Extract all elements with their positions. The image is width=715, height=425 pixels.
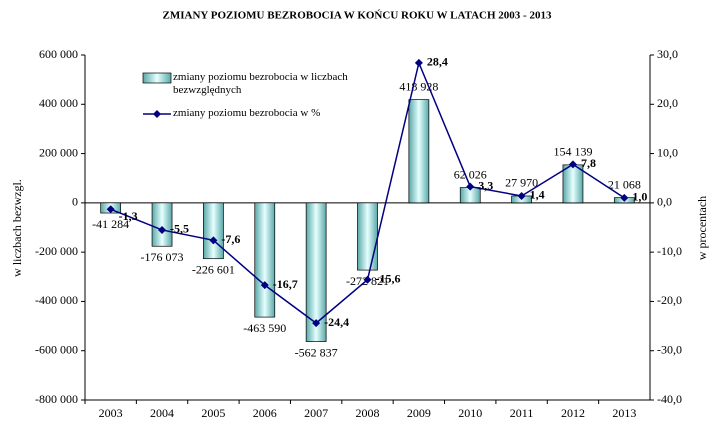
y2-tick-label: -10,0 [657, 244, 682, 258]
line-marker [517, 191, 526, 200]
y-tick-label: 600 000 [39, 47, 78, 61]
line-marker [568, 160, 577, 169]
bar [357, 202, 378, 271]
bar-value-label: 154 139 [553, 145, 592, 159]
bar-value-label: 418 928 [399, 79, 438, 93]
chart-title: ZMIANY POZIOMU BEZROBOCIA W KOŃCU ROKU W… [163, 10, 552, 22]
y-tick-label: -600 000 [35, 342, 78, 356]
y-tick-label: -800 000 [35, 392, 78, 406]
legend-entry: zmiany poziomu bezrobocia w liczbach bez… [173, 71, 348, 96]
line-marker [363, 275, 372, 284]
x-tick-label: 2005 [201, 406, 225, 420]
x-tick-label: 2010 [458, 406, 482, 420]
bar-value-label: 21 068 [608, 177, 641, 191]
bar-value-label: -176 073 [141, 250, 184, 264]
bar [408, 99, 430, 204]
y-tick-label: 0 [72, 195, 78, 209]
y-tick-label: 200 000 [39, 145, 78, 159]
line-marker [414, 58, 423, 67]
y-tick-label: 400 000 [39, 96, 78, 110]
y2-tick-label: 30,0 [657, 47, 678, 61]
bar-value-label: -463 590 [243, 321, 286, 335]
y2-tick-label: 10,0 [657, 145, 678, 159]
bar [305, 202, 327, 342]
line-marker [106, 205, 115, 214]
x-tick-label: 2012 [561, 406, 585, 420]
legend-label: zmiany poziomu bezrobocia w liczbach bez… [173, 71, 348, 96]
line-value-label: 1,4 [530, 188, 545, 202]
x-tick-label: 2007 [304, 406, 328, 420]
bar-value-label: -562 837 [295, 345, 338, 359]
x-tick-label: 2009 [407, 406, 431, 420]
x-tick-label: 2008 [356, 406, 380, 420]
line-marker [260, 281, 269, 290]
x-tick-label: 2006 [253, 406, 277, 420]
y2-tick-label: -40,0 [657, 392, 682, 406]
line-value-label: -5,5 [170, 222, 189, 236]
legend: zmiany poziomu bezrobocia w liczbach bez… [142, 71, 348, 119]
line-marker [158, 225, 167, 234]
legend-entry: zmiany poziomu bezrobocia w % [173, 107, 321, 119]
bar-value-label: -41 284 [92, 217, 129, 231]
x-tick-label: 2003 [99, 406, 123, 420]
legend-label: zmiany poziomu bezrobocia w % [173, 107, 321, 119]
bar-value-label: -226 601 [192, 262, 235, 276]
y2-tick-label: 0,0 [657, 195, 672, 209]
line-value-label: -24,4 [324, 315, 349, 329]
line-marker [466, 182, 475, 191]
legend-swatch [142, 72, 172, 84]
line-value-label: -7,6 [221, 232, 240, 246]
bar [254, 202, 276, 318]
y-tick-label: -400 000 [35, 293, 78, 307]
bar [151, 202, 173, 247]
line-value-label: -15,6 [376, 271, 401, 285]
line-marker [209, 236, 218, 245]
line-value-label: 1,0 [632, 190, 647, 204]
x-tick-label: 2004 [150, 406, 174, 420]
y-tick-label: -200 000 [35, 244, 78, 258]
line-value-label: 28,4 [427, 55, 448, 69]
line-marker [312, 319, 321, 328]
bar [203, 202, 224, 260]
y2-tick-label: -30,0 [657, 342, 682, 356]
x-tick-label: 2013 [612, 406, 636, 420]
line-value-label: 3,3 [478, 178, 493, 192]
bar-value-label: 62 026 [454, 167, 487, 181]
y2-axis-label: w procentach [695, 196, 709, 260]
legend-swatch [153, 110, 161, 118]
line-value-label: 7,8 [581, 156, 596, 170]
y2-tick-label: -20,0 [657, 293, 682, 307]
y-axis-label: w liczbach bezwzgl. [10, 179, 24, 277]
bar [562, 164, 584, 204]
bar-value-label: 27 970 [505, 176, 538, 190]
line-marker [620, 193, 629, 202]
y2-tick-label: 20,0 [657, 96, 678, 110]
line-value-label: -16,7 [273, 277, 298, 291]
x-tick-label: 2011 [510, 406, 534, 420]
line-value-label: -1,3 [119, 209, 138, 223]
